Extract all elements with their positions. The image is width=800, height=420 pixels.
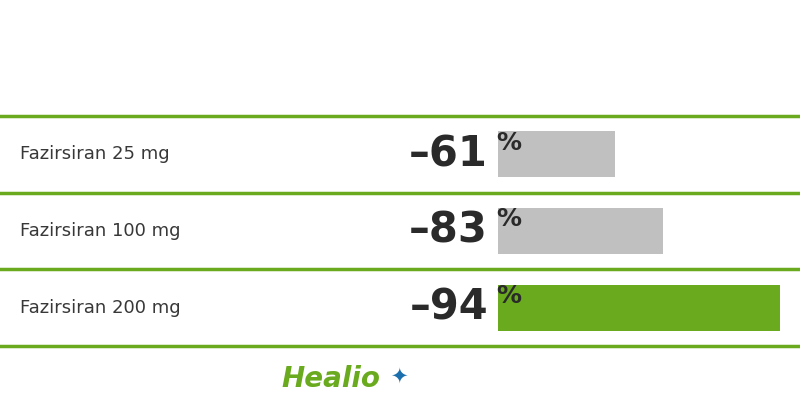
Bar bbox=[498, 208, 663, 254]
Text: Compared with placebo, least-squares mean percent: Compared with placebo, least-squares mea… bbox=[98, 28, 702, 47]
Text: –94: –94 bbox=[410, 287, 488, 329]
Text: Fazirsiran 200 mg: Fazirsiran 200 mg bbox=[20, 299, 181, 317]
Bar bbox=[498, 131, 615, 177]
Text: differences at week 16 were:: differences at week 16 were: bbox=[234, 68, 566, 87]
Text: Fazirsiran 100 mg: Fazirsiran 100 mg bbox=[20, 222, 181, 240]
Text: –61: –61 bbox=[409, 133, 488, 175]
Text: –83: –83 bbox=[409, 210, 488, 252]
Text: ✦: ✦ bbox=[390, 367, 408, 387]
Text: Healio: Healio bbox=[281, 365, 380, 393]
Text: %: % bbox=[496, 207, 521, 231]
Bar bbox=[498, 285, 779, 331]
Text: %: % bbox=[496, 284, 521, 308]
Text: Fazirsiran 25 mg: Fazirsiran 25 mg bbox=[20, 145, 170, 163]
Text: %: % bbox=[496, 131, 521, 155]
